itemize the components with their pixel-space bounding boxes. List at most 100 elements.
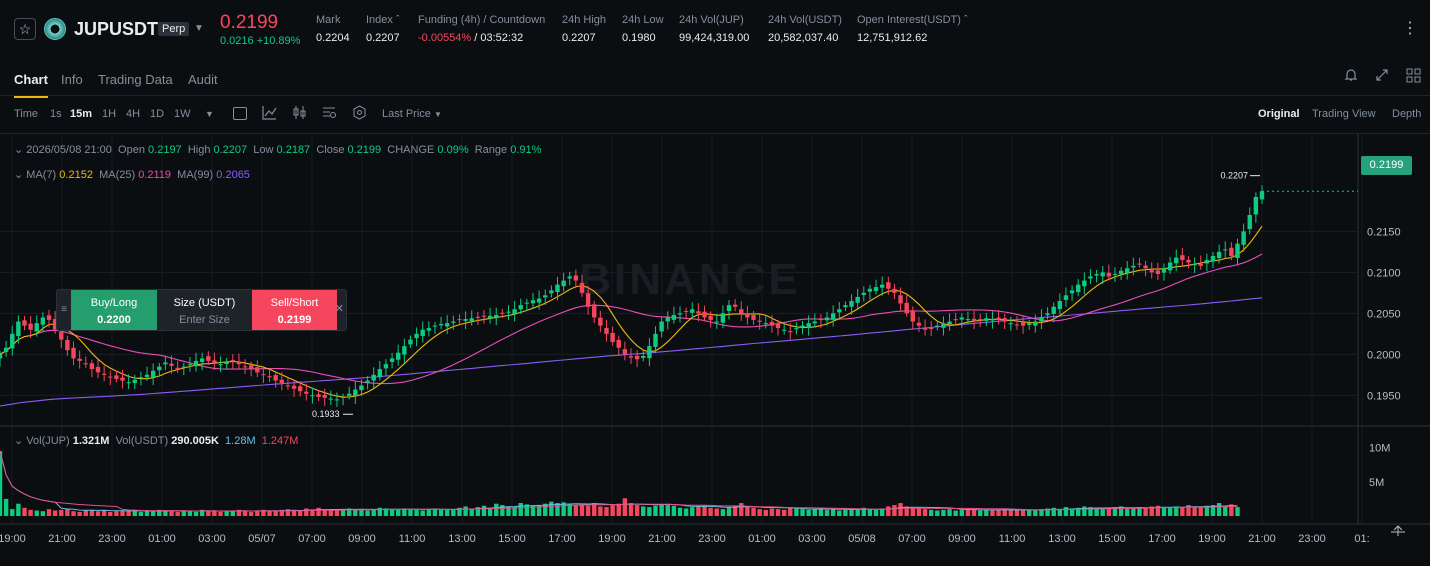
interval-1s[interactable]: 1s	[50, 108, 62, 120]
stat-value: 12,751,912.62	[857, 32, 928, 44]
indicator-chart-icon[interactable]	[262, 105, 277, 123]
settings-list-icon[interactable]	[322, 105, 337, 123]
size-input[interactable]: Enter Size	[179, 314, 230, 326]
candle-body	[665, 317, 670, 322]
interval-1d[interactable]: 1D	[150, 108, 165, 120]
volume-bar	[328, 509, 334, 516]
expand-icon[interactable]	[1375, 68, 1389, 85]
interval-4h[interactable]: 4H	[126, 108, 141, 120]
bell-icon[interactable]	[1344, 68, 1358, 85]
volume-bar	[224, 511, 229, 516]
volume-bar	[628, 503, 634, 516]
size-field[interactable]: Size (USDT) Enter Size	[157, 290, 252, 330]
candle-body	[1076, 284, 1081, 293]
favorite-star-icon[interactable]: ☆	[14, 18, 36, 40]
time-axis-label: 03:00	[798, 533, 826, 545]
volume-bar	[1204, 505, 1210, 516]
volume-bar	[457, 507, 462, 516]
stat-value: 99,424,319.00	[679, 32, 750, 44]
collapse-chevron-icon[interactable]: ⌄	[14, 144, 24, 156]
interval-1w[interactable]: 1W	[174, 108, 191, 120]
view-trading-view[interactable]: Trading View	[1312, 108, 1376, 120]
view-depth[interactable]: Depth	[1392, 108, 1422, 120]
stat-open-interest[interactable]: Open Interest(USDT) ˆ 12,751,912.62	[857, 14, 968, 44]
volume-bar	[487, 507, 493, 516]
time-axis-label: 23:00	[1298, 533, 1326, 545]
volume-bar	[947, 509, 952, 516]
tab-chart[interactable]: Chart	[14, 72, 48, 98]
candle-body	[1247, 214, 1252, 230]
candle-body	[199, 358, 205, 362]
volume-bar	[622, 498, 628, 516]
collapse-chevron-icon[interactable]: ⌄	[14, 435, 24, 447]
candle-body	[990, 319, 995, 321]
low-price-marker: 0.1933	[312, 409, 340, 419]
candle-body	[867, 288, 873, 292]
candle-body	[279, 379, 285, 384]
candle-body	[383, 364, 389, 369]
buy-long-button[interactable]: Buy/Long 0.2200	[71, 290, 157, 330]
volume-bar	[573, 505, 579, 516]
volume-bar	[928, 509, 934, 516]
current-price-tag: 0.2199	[1361, 156, 1412, 175]
price-markers: 0.2207 0.1933	[312, 171, 1358, 419]
stat-index[interactable]: Index ˆ 0.2207	[366, 14, 400, 44]
price-type-dropdown[interactable]: Last Price ▼	[382, 108, 442, 120]
candle-body	[726, 305, 732, 312]
candles	[0, 185, 1265, 407]
stat-value: 0.1980	[622, 32, 656, 44]
candle-body	[739, 309, 744, 314]
sell-short-button[interactable]: Sell/Short 0.2199	[252, 290, 337, 330]
tab-audit[interactable]: Audit	[188, 72, 218, 87]
candle-body	[543, 295, 548, 298]
volume-bar	[745, 506, 750, 516]
candlestick-chart[interactable]: BINANCE 0.2150 0.2100 0.2050 0.2000 0.1950 10…	[0, 134, 1430, 566]
layout-grid-icon[interactable]	[1406, 68, 1421, 86]
tab-trading-data[interactable]: Trading Data	[98, 72, 173, 87]
volume-bar	[22, 507, 27, 516]
volume-bar	[279, 509, 285, 516]
candle-body	[683, 311, 689, 313]
candle-body	[469, 318, 474, 322]
volume-bar	[720, 509, 726, 516]
volume-bar	[1027, 509, 1032, 516]
candle-body	[837, 309, 842, 313]
symbol-name[interactable]: JUPUSDT	[74, 19, 159, 39]
drag-handle-icon[interactable]: ≡	[61, 304, 67, 315]
candle-body	[1167, 262, 1173, 271]
volume-bar	[365, 510, 370, 516]
volume-bar	[647, 507, 652, 516]
more-options-icon[interactable]: ⋮	[1402, 20, 1418, 37]
volume-bar	[1076, 507, 1081, 516]
candle-body	[242, 366, 248, 368]
candle-body	[690, 309, 695, 313]
candle-body	[592, 304, 597, 318]
interval-15m[interactable]: 15m	[70, 108, 93, 120]
tab-info[interactable]: Info	[61, 72, 83, 87]
volume-bar	[843, 509, 848, 516]
time-axis-label: 19:00	[598, 533, 626, 545]
calendar-icon[interactable]	[233, 107, 247, 120]
candle-body	[71, 347, 76, 359]
candle-body	[371, 374, 376, 381]
volume-bar	[150, 511, 156, 516]
symbol-dropdown-chevron-icon[interactable]: ▼	[194, 23, 204, 34]
interval-dropdown-chevron-icon[interactable]: ▼	[205, 109, 214, 119]
collapse-chevron-icon[interactable]: ⌄	[14, 169, 24, 181]
volume-bar	[904, 506, 909, 516]
volume-bar	[739, 503, 744, 516]
chart-settings-gear-icon[interactable]	[352, 105, 367, 123]
time-axis-label: 09:00	[348, 533, 376, 545]
volume-bar	[420, 510, 425, 516]
candle-type-icon[interactable]	[292, 105, 307, 123]
volume-bar	[52, 510, 58, 516]
binance-watermark: BINANCE	[579, 255, 800, 304]
time-axis-label: 15:00	[1098, 533, 1126, 545]
price-axis: 0.2150 0.2100 0.2050 0.2000 0.1950 10M 5M	[1367, 226, 1401, 488]
candle-body	[1186, 259, 1191, 263]
interval-1h[interactable]: 1H	[102, 108, 117, 120]
volume-bar	[1210, 505, 1216, 516]
close-icon[interactable]: ✕	[334, 303, 344, 315]
view-original[interactable]: Original	[1258, 108, 1300, 120]
volume-bar	[1033, 510, 1038, 516]
